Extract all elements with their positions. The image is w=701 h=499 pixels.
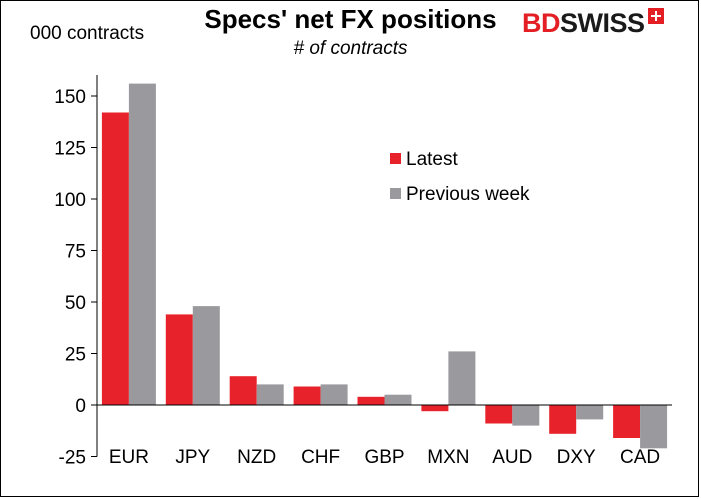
bar-latest-jpy: [165, 314, 193, 405]
y-tick-label: -25: [59, 448, 86, 469]
legend-swatch-latest: [390, 153, 401, 164]
x-tick-label: JPY: [175, 447, 210, 468]
x-tick-label: AUD: [492, 447, 532, 468]
logo-text-swiss: SWISS: [560, 7, 645, 38]
bar-latest-gbp: [357, 396, 385, 405]
bar-previous-eur: [128, 83, 156, 405]
bar-previous-dxy: [576, 405, 604, 420]
x-tick-label: DXY: [557, 447, 596, 468]
x-tick-label: CHF: [301, 447, 340, 468]
bar-latest-aud: [485, 405, 513, 424]
y-tick-label: 0: [75, 396, 86, 417]
brand-logo: BD SWISS: [522, 6, 664, 40]
y-tick-label: 150: [54, 87, 86, 108]
bar-latest-eur: [101, 112, 129, 405]
bar-previous-aud: [512, 405, 540, 426]
legend-label-latest: Latest: [406, 149, 458, 170]
x-tick-label: EUR: [109, 447, 149, 468]
bar-previous-chf: [320, 384, 348, 405]
bar-latest-cad: [613, 405, 641, 438]
x-tick-label: MXN: [427, 447, 469, 468]
bar-latest-nzd: [229, 376, 257, 405]
bar-latest-mxn: [421, 405, 449, 412]
y-tick-label: 100: [54, 190, 86, 211]
bar-previous-nzd: [256, 384, 284, 405]
swiss-cross-icon: [647, 8, 664, 24]
bar-latest-dxy: [549, 405, 577, 434]
y-tick-label: 125: [54, 139, 86, 160]
bar-previous-mxn: [448, 351, 476, 405]
chart-subtitle: # of contracts: [293, 38, 408, 59]
y-tick-label: 75: [65, 242, 86, 263]
y-tick-label: 25: [65, 345, 86, 366]
legend-swatch-previous: [390, 188, 401, 199]
x-tick-label: GBP: [364, 447, 404, 468]
x-tick-label: NZD: [237, 447, 276, 468]
bar-latest-chf: [293, 386, 321, 405]
y-axis-unit-label: 000 contracts: [30, 23, 145, 44]
x-tick-label: CAD: [620, 447, 660, 468]
legend-label-previous: Previous week: [406, 184, 530, 205]
bar-previous-gbp: [384, 394, 412, 405]
bar-previous-jpy: [192, 306, 220, 405]
chart-title: Specs' net FX positions: [204, 4, 497, 34]
bar-previous-cad: [640, 405, 668, 449]
y-tick-label: 50: [65, 293, 86, 314]
logo-text-bd: BD: [522, 7, 561, 38]
